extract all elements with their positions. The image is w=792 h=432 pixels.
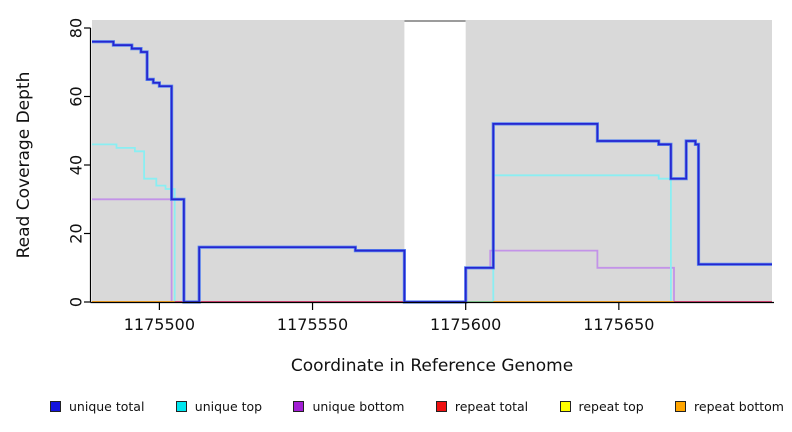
series-unique-bottom-line (92, 198, 772, 303)
legend-swatch-repeat-total (435, 401, 447, 412)
plot-region-covered-left (92, 20, 405, 302)
legend-item-repeat-top: repeat top (559, 399, 644, 414)
x-axis-label: Coordinate in Reference Genome (290, 356, 574, 376)
x-tick-label: 1175500 (124, 315, 195, 334)
legend-label-repeat-total: repeat total (454, 399, 529, 414)
legend-swatch-repeat-top (559, 401, 571, 412)
y-tick-label: 20 (67, 223, 86, 243)
legend-swatch-unique-bottom (293, 401, 305, 412)
x-tick-label: 1175600 (430, 315, 501, 334)
legend-label-unique-bottom: unique bottom (312, 399, 405, 414)
series-unique-top-line (92, 143, 772, 303)
x-tick-label: 1175650 (583, 315, 654, 334)
legend-label-unique-total: unique total (69, 399, 145, 414)
legend-item-repeat-total: repeat total (435, 399, 529, 414)
x-tick-label: 1175550 (277, 315, 348, 334)
y-tick-label: 80 (67, 18, 86, 38)
y-tick-label: 40 (67, 155, 86, 175)
legend-label-repeat-bottom: repeat bottom (694, 399, 784, 414)
legend-swatch-unique-total (50, 401, 61, 412)
legend-label-repeat-top: repeat top (578, 399, 644, 414)
legend-swatch-unique-top (175, 401, 187, 412)
legend-item-unique-bottom: unique bottom (293, 399, 405, 414)
legend-item-repeat-bottom: repeat bottom (675, 399, 784, 414)
chart-legend: unique total unique top unique bottom repea… (50, 399, 784, 414)
plot-region-covered-right (465, 20, 772, 302)
y-axis-label: Read Coverage Depth (14, 71, 34, 259)
series-unique-total-line (92, 40, 772, 303)
legend-label-unique-top: unique top (194, 399, 263, 414)
legend-swatch-repeat-bottom (675, 401, 687, 412)
plot-region-uncovered-gap (404, 20, 466, 302)
legend-item-unique-top: unique top (175, 399, 263, 414)
y-tick-label: 60 (67, 86, 86, 106)
legend-item-unique-total: unique total (50, 399, 144, 414)
y-tick-label: 0 (67, 297, 86, 307)
